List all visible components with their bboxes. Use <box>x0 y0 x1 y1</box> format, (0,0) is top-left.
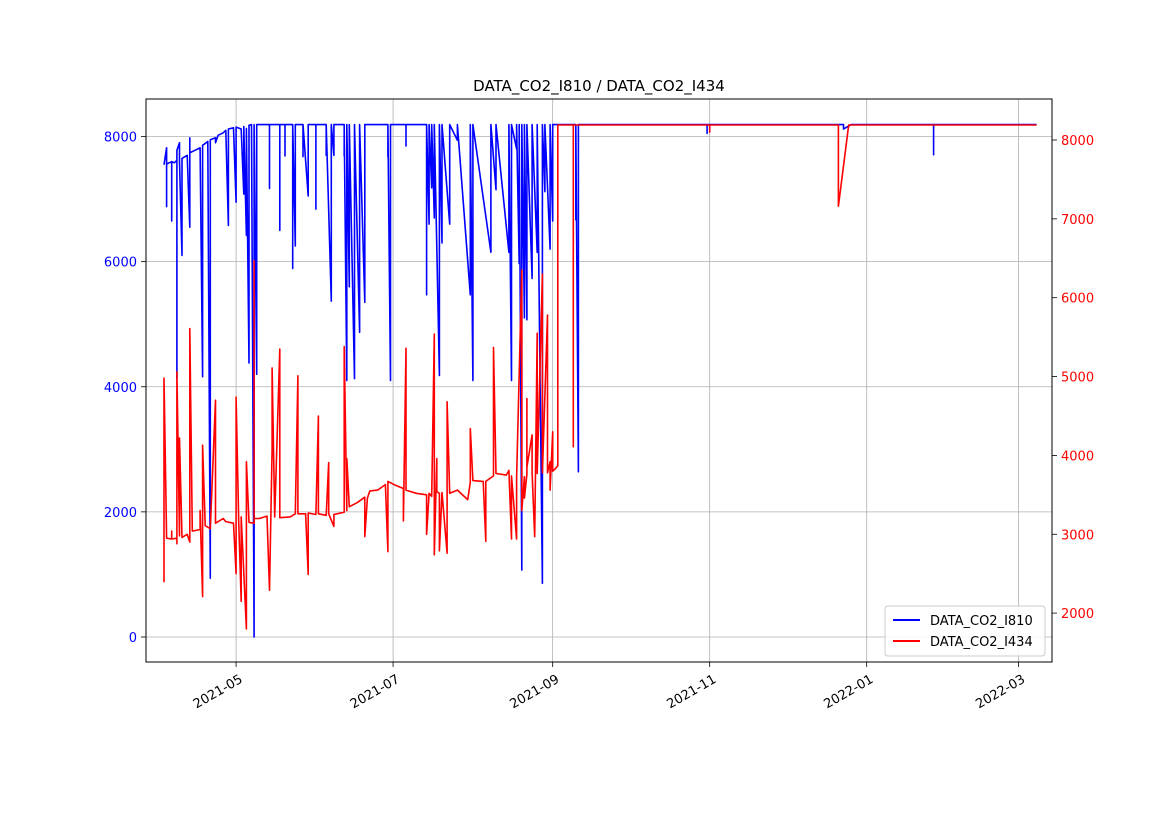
series-line-data-co2-i434 <box>163 124 1037 630</box>
y-left-tick-label: 4000 <box>104 381 137 396</box>
y-right-tick-label: 4000 <box>1061 449 1094 464</box>
y-right-tick-label: 2000 <box>1061 607 1094 622</box>
series-lines <box>163 123 1037 638</box>
legend-box <box>884 605 1046 657</box>
legend: DATA_CO2_I810 DATA_CO2_I434 <box>884 605 1046 657</box>
y-left-tick-label: 8000 <box>104 131 137 146</box>
legend-label-i810: DATA_CO2_I810 <box>930 614 1033 629</box>
series-line-data-co2-i810 <box>163 123 1037 638</box>
y-right-tick-label: 5000 <box>1061 371 1094 386</box>
legend-label-i434: DATA_CO2_I434 <box>930 635 1033 650</box>
y-right-tick-label: 3000 <box>1061 528 1094 543</box>
y-left-tick-label: 6000 <box>104 256 137 271</box>
y-left-tick-label: 2000 <box>104 506 137 521</box>
y-right-tick-label: 8000 <box>1061 134 1094 149</box>
plot-frame <box>145 98 1053 663</box>
y-right-tick-label: 6000 <box>1061 292 1094 307</box>
chart-title: DATA_CO2_I810 / DATA_CO2_I434 <box>473 77 725 96</box>
y-right-tick-label: 7000 <box>1061 213 1094 228</box>
y-left-tick-label: 0 <box>129 631 137 646</box>
